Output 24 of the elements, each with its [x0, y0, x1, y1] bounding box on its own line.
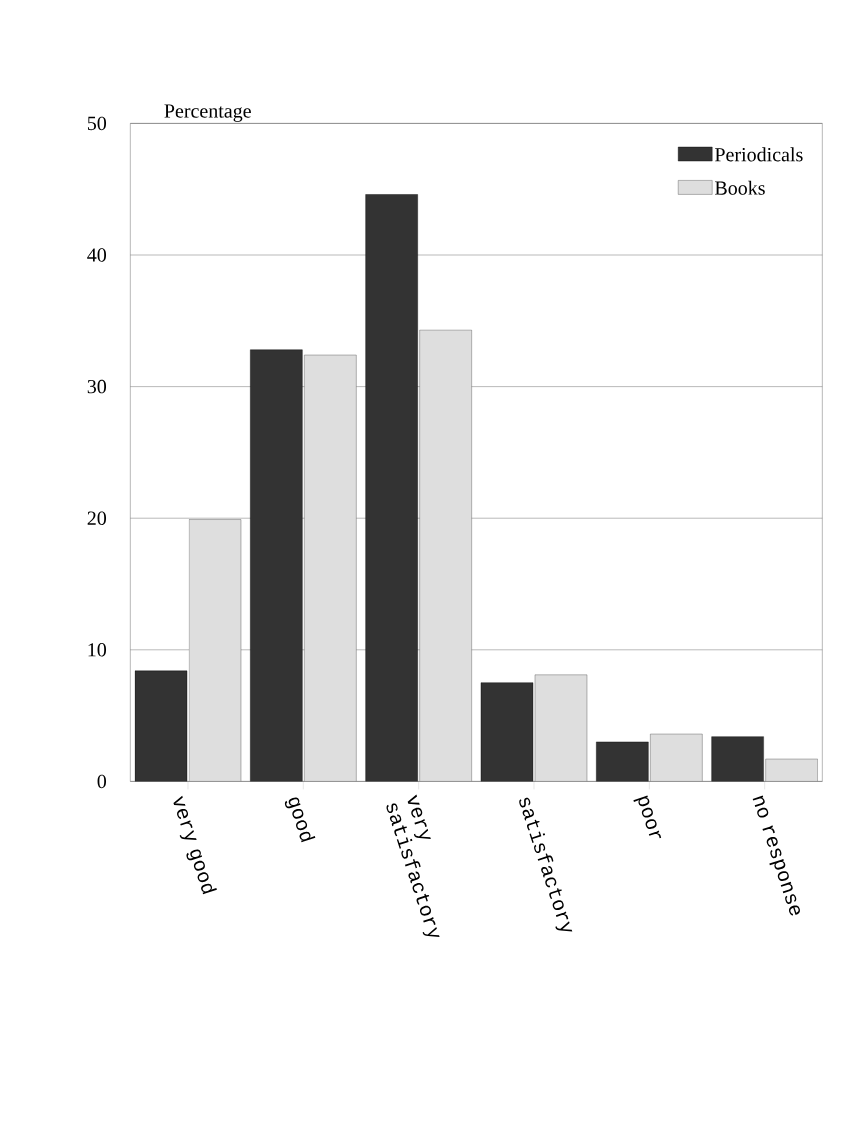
y-tick-label: 40 [87, 248, 107, 262]
bar [480, 682, 534, 782]
legend-label: Books [715, 180, 765, 195]
legend-label: Periodicals [715, 147, 803, 162]
bar [765, 758, 818, 782]
bar [188, 519, 242, 782]
x-tick-label: poor [633, 795, 662, 839]
bar [419, 329, 472, 782]
bar [711, 736, 764, 782]
bar [365, 194, 418, 782]
bar [250, 349, 303, 782]
bar [304, 354, 357, 782]
bar [534, 674, 588, 782]
x-tick-label: very good [173, 795, 217, 895]
bar [596, 741, 649, 782]
y-tick-label: 10 [88, 643, 107, 657]
bar [134, 670, 188, 782]
y-tick-label: 20 [87, 511, 107, 525]
y-tick-label: 30 [87, 379, 107, 394]
y-tick-label: 0 [97, 774, 107, 789]
x-tick-label: good [284, 797, 316, 843]
y-tick-label: 50 [87, 116, 107, 131]
y-axis-title: Percentage [164, 104, 251, 122]
bar [650, 733, 703, 782]
